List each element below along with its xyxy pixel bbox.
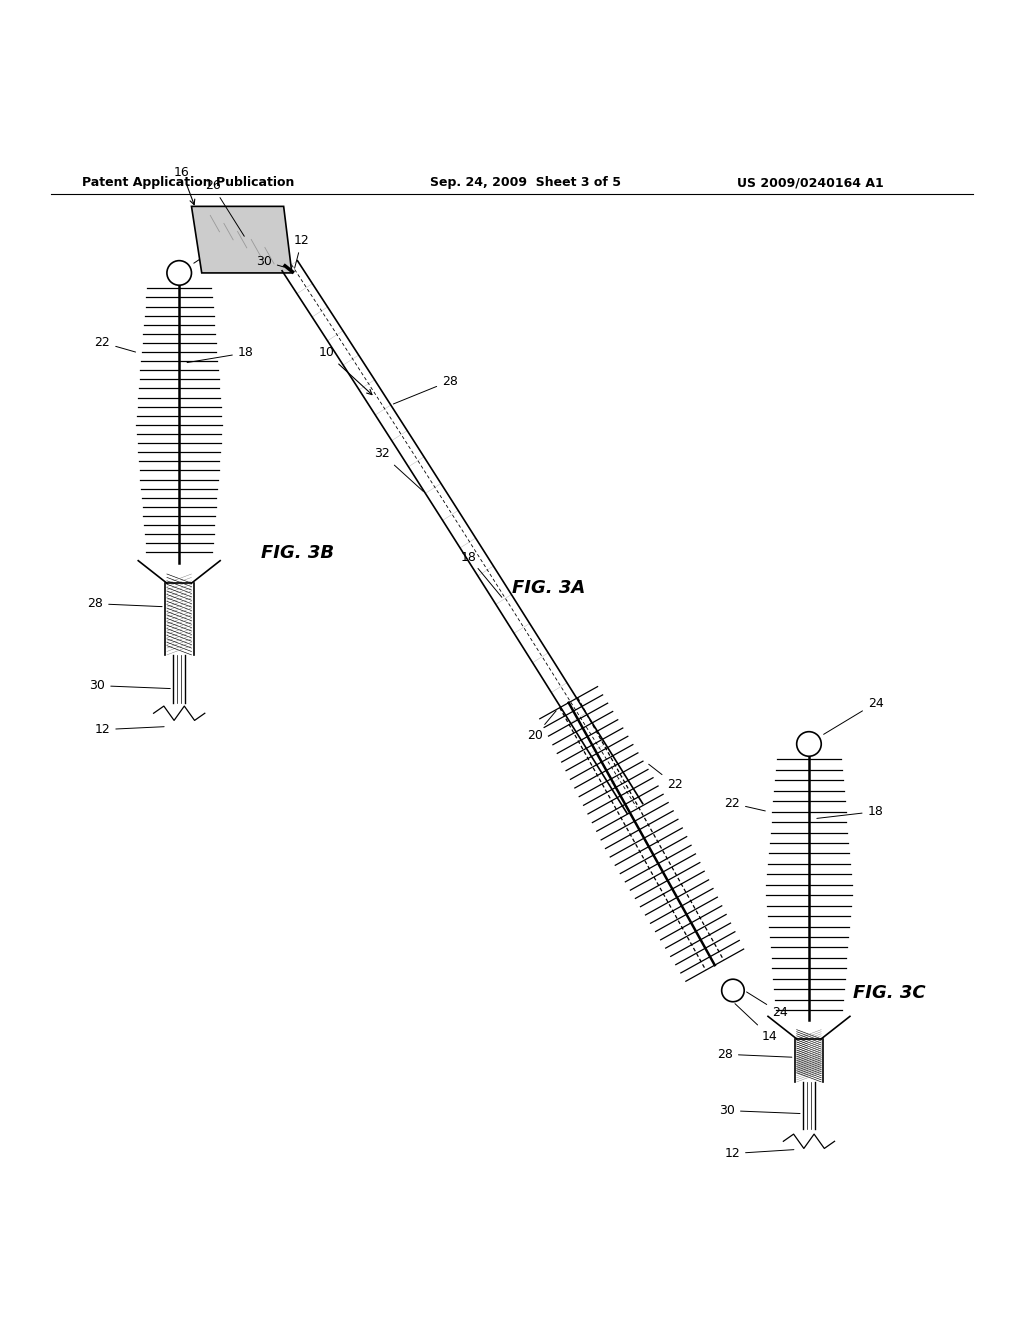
Text: 24: 24 [194,220,257,263]
Text: FIG. 3B: FIG. 3B [261,544,334,561]
Text: FIG. 3A: FIG. 3A [512,579,586,598]
Text: 24: 24 [746,991,787,1019]
Text: 28: 28 [393,375,458,404]
Text: 32: 32 [374,447,423,491]
Text: 22: 22 [94,337,135,352]
Circle shape [722,979,744,1002]
Text: 12: 12 [94,723,164,737]
Text: 30: 30 [256,255,284,268]
Text: 18: 18 [461,550,502,597]
Text: 18: 18 [817,805,884,818]
Text: Sep. 24, 2009  Sheet 3 of 5: Sep. 24, 2009 Sheet 3 of 5 [430,177,622,189]
Text: 22: 22 [724,797,765,810]
Text: 20: 20 [527,710,556,742]
Text: 16: 16 [174,165,195,205]
Text: 26: 26 [205,180,245,236]
Text: 12: 12 [294,234,309,268]
Polygon shape [191,206,292,273]
Text: 14: 14 [735,1003,777,1043]
Text: 24: 24 [823,697,884,734]
Text: 28: 28 [87,597,162,610]
Text: 22: 22 [648,764,683,791]
Circle shape [167,260,191,285]
Text: 18: 18 [187,346,254,363]
Text: 30: 30 [89,678,170,692]
Text: US 2009/0240164 A1: US 2009/0240164 A1 [737,177,884,189]
Text: 12: 12 [724,1147,794,1160]
Text: 28: 28 [717,1048,792,1061]
Circle shape [797,731,821,756]
Text: FIG. 3C: FIG. 3C [853,983,926,1002]
Text: 30: 30 [719,1104,800,1117]
Text: 10: 10 [318,346,372,395]
Text: Patent Application Publication: Patent Application Publication [82,177,294,189]
